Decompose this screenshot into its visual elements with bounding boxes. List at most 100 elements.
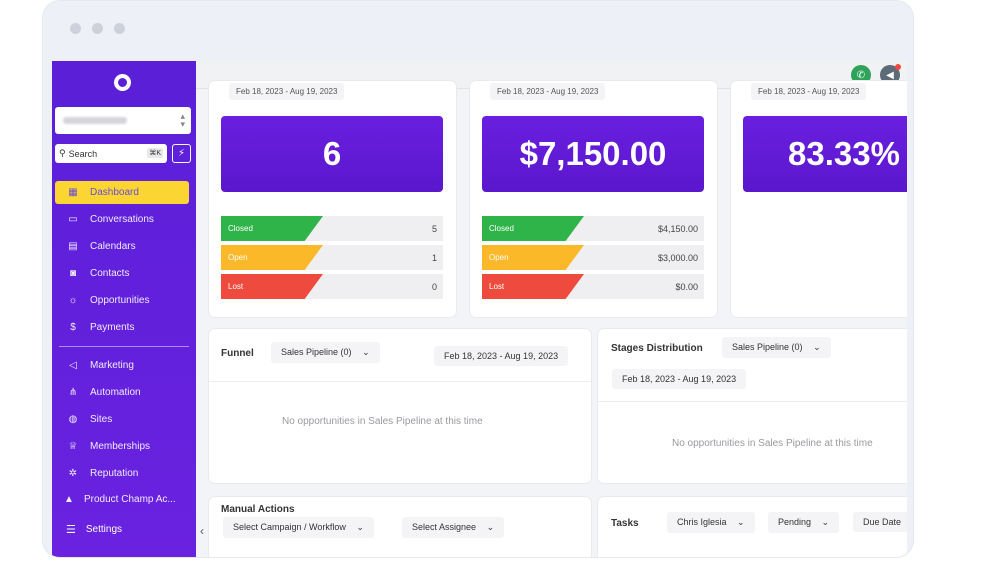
megaphone-icon: ◁ [69, 360, 77, 371]
manual-actions-title: Manual Actions [221, 504, 295, 515]
conversion-rate-card: Feb 18, 2023 - Aug 19, 2023 83.33% [731, 81, 907, 317]
status-row-open: Open 1 [221, 245, 443, 270]
chat-icon: ▭ [68, 214, 78, 225]
stages-date-range[interactable]: Feb 18, 2023 - Aug 19, 2023 [612, 369, 747, 389]
chevron-down-icon: ⌄ [813, 342, 821, 352]
workflow-icon: ⋔ [68, 387, 78, 398]
search-icon: ⚲ [59, 148, 66, 158]
status-label: Open [482, 245, 584, 270]
tasks-card: Tasks Chris Iglesia ⌄ Pending ⌄ Due Date [598, 497, 907, 557]
sliders-icon: ☰ [66, 524, 76, 536]
sidebar-item-label: Product Champ Ac... [84, 494, 176, 505]
select-value: Select Campaign / Workflow [233, 522, 346, 532]
sidebar-item-label: Settings [85, 524, 123, 535]
task-user-select[interactable]: Chris Iglesia ⌄ [667, 512, 755, 533]
select-value: Pending [778, 517, 812, 527]
sidebar-item-label: Reputation [90, 468, 139, 479]
status-row-closed: Closed $4,150.00 [482, 216, 704, 241]
assignee-select[interactable]: Select Assignee ⌄ [402, 517, 505, 538]
globe-icon: ◍ [68, 414, 78, 425]
sidebar: ▴ ▾ ⚲ Search ⌘K ⚡ ▦ Dashboard ▭ Conversat… [52, 61, 196, 557]
sidebar-item-opportunities[interactable]: ☼ Opportunities [55, 289, 189, 312]
task-status-select[interactable]: Pending ⌄ [768, 512, 840, 533]
sidebar-item-reputation[interactable]: ✲ Reputation [55, 462, 189, 485]
select-value: Select Assignee [412, 522, 477, 532]
sidebar-item-calendars[interactable]: ▤ Calendars [55, 235, 189, 258]
app-logo [114, 74, 131, 91]
star-icon: ✲ [68, 468, 78, 479]
opportunity-count-value: 6 [221, 116, 443, 192]
collapse-sidebar-chevron-icon[interactable]: ‹ [200, 524, 204, 538]
status-value: $3,000.00 [657, 253, 698, 263]
sidebar-item-product-champ[interactable]: ▲ Product Champ Ac... [55, 488, 189, 511]
megaphone-icon[interactable]: ◀ [880, 64, 901, 85]
dollar-icon: $ [70, 322, 76, 333]
quick-action-bolt-icon[interactable]: ⚡ [172, 144, 191, 163]
date-range[interactable]: Feb 18, 2023 - Aug 19, 2023 [490, 83, 606, 100]
sidebar-item-sites[interactable]: ◍ Sites [55, 408, 189, 431]
status-value: 5 [431, 224, 437, 234]
dashboard-icon: ▦ [68, 187, 78, 198]
manual-actions-card: Manual Actions Select Campaign / Workflo… [209, 497, 591, 557]
campaign-workflow-select[interactable]: Select Campaign / Workflow ⌄ [223, 517, 374, 538]
status-label: Open [221, 245, 323, 270]
app-container: ▴ ▾ ⚲ Search ⌘K ⚡ ▦ Dashboard ▭ Conversat… [52, 61, 907, 557]
status-row-closed: Closed 5 [221, 216, 443, 241]
conversion-rate-value: 83.33% [743, 116, 907, 192]
stages-distribution-card: Stages Distribution Sales Pipeline (0) ⌄… [598, 329, 907, 483]
funnel-card: Funnel Sales Pipeline (0) ⌄ Feb 18, 2023… [209, 329, 591, 483]
window-controls [70, 23, 125, 34]
window-dot-close[interactable] [70, 23, 81, 34]
account-switcher[interactable]: ▴ ▾ [55, 107, 191, 134]
graduation-cap-icon: ▲ [64, 494, 74, 505]
sidebar-item-marketing[interactable]: ◁ Marketing [55, 354, 189, 377]
search-shortcut: ⌘K [147, 148, 163, 158]
sidebar-item-payments[interactable]: $ Payments [55, 316, 189, 339]
sidebar-item-label: Marketing [90, 360, 134, 371]
sidebar-item-label: Dashboard [90, 187, 139, 198]
chevron-down-icon: ⌄ [486, 522, 495, 532]
contacts-icon: ◙ [69, 268, 77, 279]
notification-dot [895, 64, 901, 70]
funnel-date-range[interactable]: Feb 18, 2023 - Aug 19, 2023 [434, 346, 569, 366]
sidebar-item-memberships[interactable]: ♕ Memberships [55, 435, 189, 458]
lightbulb-icon: ☼ [68, 295, 78, 306]
stages-empty-message: No opportunities in Sales Pipeline at th… [672, 438, 873, 449]
window-dot-maximize[interactable] [114, 23, 125, 34]
status-row-open: Open $3,000.00 [482, 245, 704, 270]
phone-icon[interactable]: ✆ [851, 65, 871, 85]
sidebar-item-label: Memberships [90, 441, 151, 452]
chevron-down-icon: ⌄ [356, 522, 364, 532]
sidebar-item-automation[interactable]: ⋔ Automation [55, 381, 189, 404]
opportunity-count-card: Feb 18, 2023 - Aug 19, 2023 6 Closed 5 O… [209, 81, 456, 317]
status-label: Closed [482, 216, 584, 241]
status-value: $4,150.00 [657, 224, 698, 234]
stages-title: Stages Distribution [611, 343, 703, 354]
status-value: 0 [431, 282, 437, 292]
sidebar-item-conversations[interactable]: ▭ Conversations [55, 208, 189, 231]
sidebar-item-contacts[interactable]: ◙ Contacts [55, 262, 189, 285]
status-label: Lost [221, 274, 323, 299]
status-row-lost: Lost 0 [221, 274, 443, 299]
divider [598, 401, 907, 402]
search-box[interactable]: ⚲ Search ⌘K [55, 144, 167, 163]
sidebar-item-label: Sites [90, 414, 113, 425]
account-name-blurred [63, 117, 127, 124]
sidebar-item-dashboard[interactable]: ▦ Dashboard [55, 181, 189, 204]
sidebar-item-label: Calendars [90, 241, 136, 252]
stages-pipeline-select[interactable]: Sales Pipeline (0) ⌄ [722, 337, 831, 358]
calendar-icon: ▤ [68, 241, 78, 252]
chevron-updown-icon: ▴ ▾ [180, 111, 185, 129]
status-label: Lost [482, 274, 584, 299]
funnel-pipeline-select[interactable]: Sales Pipeline (0) ⌄ [271, 342, 380, 363]
sidebar-item-label: Contacts [90, 268, 130, 279]
date-range[interactable]: Feb 18, 2023 - Aug 19, 2023 [751, 83, 867, 100]
task-sort-select[interactable]: Due Date [853, 512, 907, 532]
funnel-empty-message: No opportunities in Sales Pipeline at th… [282, 416, 483, 427]
date-range[interactable]: Feb 18, 2023 - Aug 19, 2023 [229, 83, 345, 100]
sidebar-item-label: Payments [90, 322, 135, 333]
sidebar-item-settings[interactable]: ☰ Settings [66, 523, 122, 536]
sidebar-item-label: Opportunities [90, 295, 150, 306]
window-dot-minimize[interactable] [92, 23, 103, 34]
divider [209, 381, 591, 382]
